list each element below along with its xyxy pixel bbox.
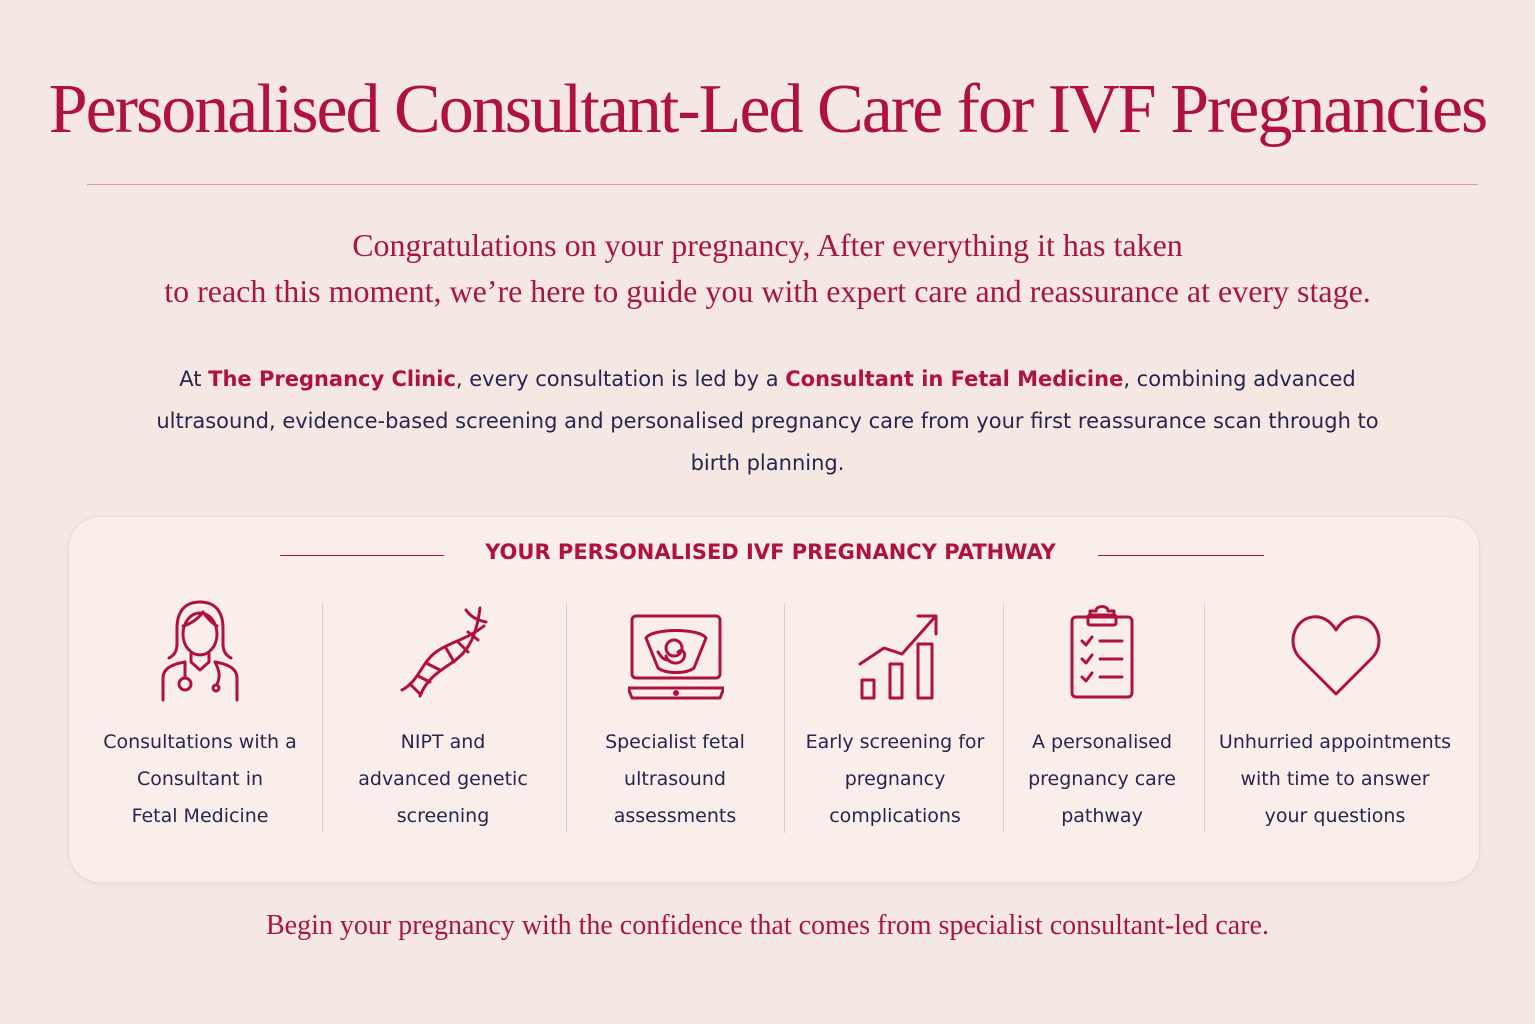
body-part-3: , combining advanced ultrasound, evidenc… (156, 367, 1379, 475)
title-divider (87, 184, 1478, 185)
dna-icon (396, 602, 490, 703)
page-title: Personalised Consultant-Led Care for IVF… (48, 71, 1489, 148)
pathway-item-label: A personalised pregnancy care pathway (1028, 731, 1176, 827)
intro-line-2: to reach this moment, we’re here to guid… (164, 273, 1371, 309)
pathway-card (68, 516, 1480, 883)
consultant-title: Consultant in Fetal Medicine (785, 367, 1124, 391)
pathway-item-label: Consultations with a Consultant in Fetal… (103, 731, 297, 827)
pathway-item-label: Early screening for pregnancy complicati… (805, 731, 985, 827)
body-text: At The Pregnancy Clinic, every consultat… (150, 358, 1385, 484)
pathway-heading-rule-left (280, 555, 444, 556)
body-part-1: At (179, 367, 209, 391)
clinic-name: The Pregnancy Clinic (208, 367, 456, 391)
doctor-icon (155, 598, 245, 709)
body-part-2: , every consultation is led by a (455, 367, 786, 391)
pathway-heading: YOUR PERSONALISED IVF PREGNANCY PATHWAY (485, 540, 1056, 564)
column-divider (1003, 603, 1004, 833)
column-divider (784, 603, 785, 833)
pathway-item-label: NIPT and advanced genetic screening (358, 731, 528, 827)
column-divider (1204, 603, 1205, 833)
column-divider (566, 603, 567, 833)
footer-tagline: Begin your pregnancy with the confidence… (266, 910, 1269, 941)
pathway-item-label: Specialist fetal ultrasound assessments (605, 731, 745, 827)
ultrasound-monitor-icon (626, 612, 726, 707)
intro-text: Congratulations on your pregnancy, After… (0, 222, 1535, 314)
growth-chart-icon (856, 612, 940, 707)
pathway-heading-rule-right (1098, 555, 1264, 556)
heart-icon (1290, 612, 1382, 703)
clipboard-checklist-icon (1068, 603, 1136, 706)
intro-line-1: Congratulations on your pregnancy, After… (352, 227, 1183, 263)
pathway-item-label: Unhurried appointments with time to answ… (1218, 731, 1452, 827)
column-divider (322, 603, 323, 833)
